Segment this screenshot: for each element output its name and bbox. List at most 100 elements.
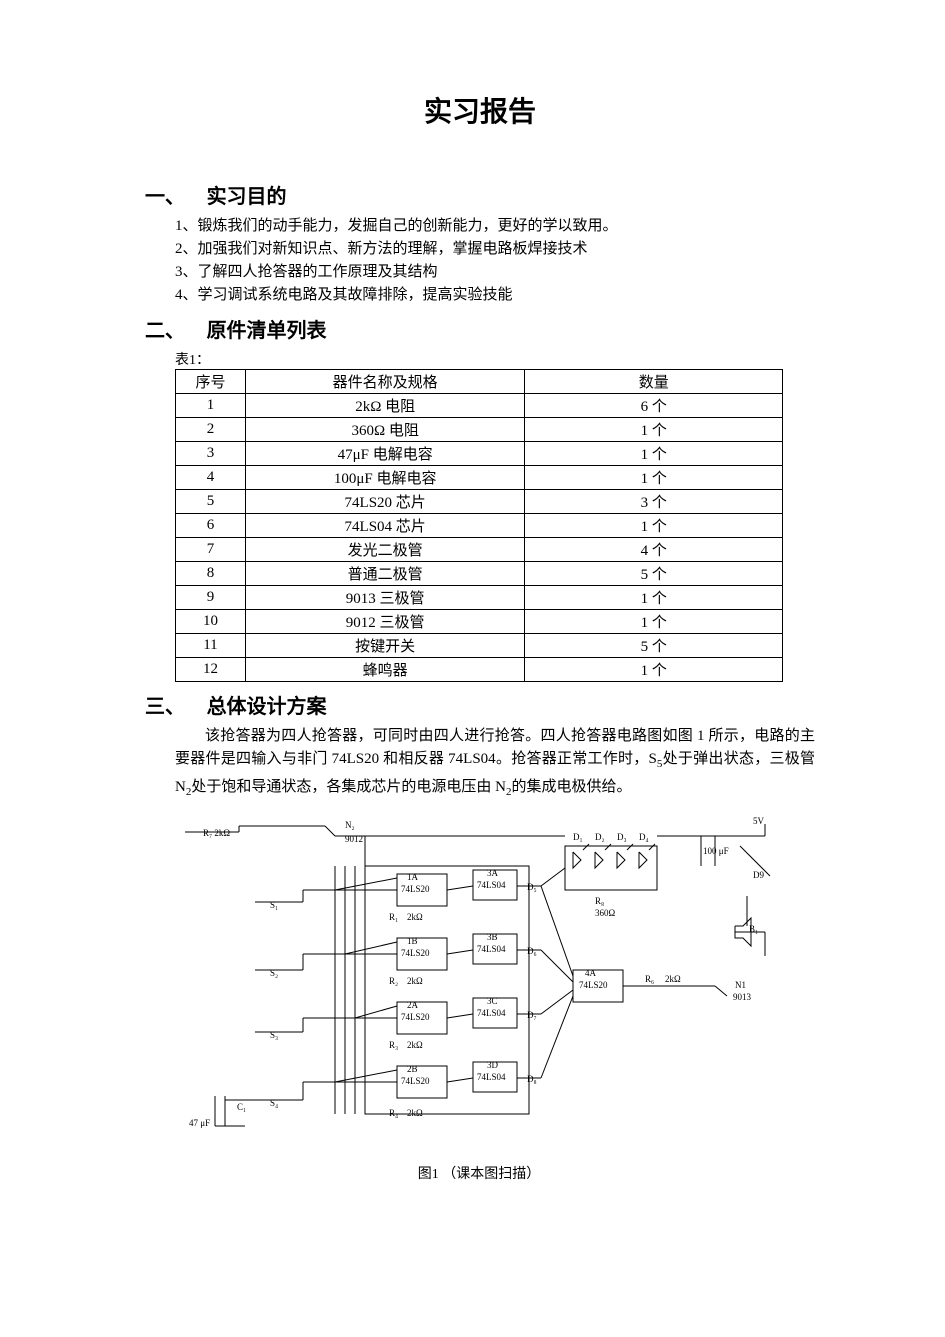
- table-cell: 7: [176, 538, 246, 562]
- table-cell: 74LS20 芯片: [245, 490, 525, 514]
- s1-item-1: 1、锻炼我们的动手能力，发掘自己的创新能力，更好的学以致用。: [175, 215, 805, 237]
- parts-table: 序号 器件名称及规格 数量 12kΩ 电阻6 个2360Ω 电阻1 个347μF…: [175, 369, 783, 682]
- section-2-num: 二、: [145, 314, 201, 343]
- svg-text:S₂: S₂: [270, 968, 278, 978]
- table-cell: 1 个: [525, 586, 783, 610]
- table-1-label: 表1：: [175, 349, 805, 369]
- table-cell: 1 个: [525, 466, 783, 490]
- svg-text:S₃: S₃: [270, 1030, 278, 1040]
- svg-text:74LS20: 74LS20: [401, 1012, 430, 1022]
- svg-text:74LS04: 74LS04: [477, 880, 506, 890]
- svg-text:2kΩ: 2kΩ: [407, 976, 423, 986]
- svg-text:4A: 4A: [585, 968, 597, 978]
- table-cell: 10: [176, 610, 246, 634]
- table-cell: 47μF 电解电容: [245, 442, 525, 466]
- table-row: 99013 三极管1 个: [176, 586, 783, 610]
- svg-text:74LS20: 74LS20: [401, 948, 430, 958]
- svg-text:R₆: R₆: [645, 974, 654, 984]
- table-row: 12kΩ 电阻6 个: [176, 394, 783, 418]
- table-cell: 8: [176, 562, 246, 586]
- table-row: 12蜂鸣器1 个: [176, 658, 783, 682]
- table-cell: 3 个: [525, 490, 783, 514]
- table-cell: 74LS04 芯片: [245, 514, 525, 538]
- section-3-num: 三、: [145, 690, 201, 719]
- svg-text:R₈: R₈: [595, 896, 604, 906]
- table-cell: 4 个: [525, 538, 783, 562]
- s1-item-4: 4、学习调试系统电路及其故障排除，提高实验技能: [175, 284, 805, 306]
- svg-text:C₁: C₁: [237, 1102, 246, 1112]
- col-header-qty: 数量: [525, 370, 783, 394]
- col-header-index: 序号: [176, 370, 246, 394]
- section-2-heading: 二、 原件清单列表: [145, 314, 805, 343]
- table-row: 674LS04 芯片1 个: [176, 514, 783, 538]
- table-cell: 360Ω 电阻: [245, 418, 525, 442]
- page-title: 实习报告: [155, 90, 805, 130]
- table-cell: 9012 三极管: [245, 610, 525, 634]
- svg-text:3A: 3A: [487, 868, 499, 878]
- table-cell: 2kΩ 电阻: [245, 394, 525, 418]
- section-1-title: 实习目的: [207, 186, 287, 208]
- figure-1-caption: 图1 （课本图扫描）: [175, 1163, 783, 1183]
- svg-text:74LS20: 74LS20: [579, 980, 608, 990]
- svg-text:D₇: D₇: [527, 1010, 537, 1020]
- table-cell: 1 个: [525, 442, 783, 466]
- table-cell: 蜂鸣器: [245, 658, 525, 682]
- svg-text:100 μF: 100 μF: [703, 846, 729, 856]
- table-cell: 12: [176, 658, 246, 682]
- table-row: 574LS20 芯片3 个: [176, 490, 783, 514]
- table-cell: 1 个: [525, 610, 783, 634]
- svg-text:3B: 3B: [487, 932, 498, 942]
- col-header-name: 器件名称及规格: [245, 370, 525, 394]
- table-cell: 3: [176, 442, 246, 466]
- table-row: 7发光二极管4 个: [176, 538, 783, 562]
- svg-text:2A: 2A: [407, 1000, 419, 1010]
- circuit-diagram: R₇ 2kΩN₂90125V100 μFD9D₁D₂D₃D₄R₈360ΩB₁S₁…: [175, 806, 783, 1183]
- svg-text:N1: N1: [735, 980, 746, 990]
- section-3-heading: 三、 总体设计方案: [145, 690, 805, 719]
- table-cell: 发光二极管: [245, 538, 525, 562]
- table-cell: 9013 三极管: [245, 586, 525, 610]
- svg-text:9013: 9013: [733, 992, 752, 1002]
- table-cell: 1 个: [525, 514, 783, 538]
- svg-text:9012: 9012: [345, 834, 363, 844]
- svg-text:D₄: D₄: [639, 832, 649, 842]
- svg-text:3D: 3D: [487, 1060, 499, 1070]
- svg-text:74LS04: 74LS04: [477, 944, 506, 954]
- svg-text:R₄: R₄: [389, 1108, 398, 1118]
- svg-text:D₅: D₅: [527, 882, 537, 892]
- svg-text:74LS20: 74LS20: [401, 884, 430, 894]
- svg-text:D₂: D₂: [595, 832, 605, 842]
- table-header-row: 序号 器件名称及规格 数量: [176, 370, 783, 394]
- table-cell: 1 个: [525, 658, 783, 682]
- s1-item-2: 2、加强我们对新知识点、新方法的理解，掌握电路板焊接技术: [175, 238, 805, 260]
- table-cell: 100μF 电解电容: [245, 466, 525, 490]
- svg-text:D₈: D₈: [527, 1074, 537, 1084]
- svg-text:R₁: R₁: [389, 912, 398, 922]
- circuit-svg: R₇ 2kΩN₂90125V100 μFD9D₁D₂D₃D₄R₈360ΩB₁S₁…: [175, 806, 783, 1156]
- para-part-4: 处于饱和导通状态，各集成芯片的电源电压由 N: [191, 779, 506, 795]
- para-part-6: 的集成电极供给。: [511, 779, 631, 795]
- table-cell: 5: [176, 490, 246, 514]
- table-row: 2360Ω 电阻1 个: [176, 418, 783, 442]
- table-row: 347μF 电解电容1 个: [176, 442, 783, 466]
- svg-text:D₁: D₁: [573, 832, 583, 842]
- svg-text:74LS20: 74LS20: [401, 1076, 430, 1086]
- svg-text:360Ω: 360Ω: [595, 908, 616, 918]
- svg-text:S₁: S₁: [270, 900, 278, 910]
- svg-text:74LS04: 74LS04: [477, 1072, 506, 1082]
- svg-text:D9: D9: [753, 870, 764, 880]
- svg-text:2kΩ: 2kΩ: [407, 912, 423, 922]
- table-row: 4100μF 电解电容1 个: [176, 466, 783, 490]
- svg-text:74LS04: 74LS04: [477, 1008, 506, 1018]
- svg-text:1B: 1B: [407, 936, 418, 946]
- table-cell: 9: [176, 586, 246, 610]
- svg-text:S₄: S₄: [270, 1098, 278, 1108]
- svg-text:N₂: N₂: [345, 820, 355, 830]
- svg-text:5V: 5V: [753, 816, 765, 826]
- section-1-heading: 一、 实习目的: [145, 180, 805, 209]
- section-3-paragraph: 该抢答器为四人抢答器，可同时由四人进行抢答。四人抢答器电路图如图 1 所示，电路…: [175, 725, 815, 804]
- svg-text:2B: 2B: [407, 1064, 418, 1074]
- table-row: 8普通二极管5 个: [176, 562, 783, 586]
- section-1-num: 一、: [145, 180, 201, 209]
- table-row: 11按键开关5 个: [176, 634, 783, 658]
